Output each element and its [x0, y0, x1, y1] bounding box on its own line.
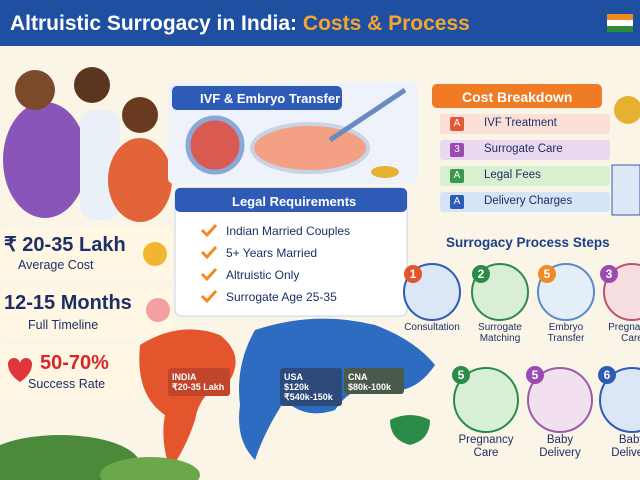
map-label: CNA $80k-100k	[348, 372, 391, 392]
cost-title: Cost Breakdown	[462, 89, 573, 105]
legal-header	[175, 188, 407, 212]
step-number: 5	[526, 366, 544, 384]
flag	[607, 14, 633, 20]
title-accent: Costs & Process	[302, 12, 470, 35]
heart-icon	[8, 358, 32, 382]
map-tag	[280, 368, 342, 406]
cost-icon: 3	[450, 143, 464, 157]
legal-item: Altruistic Only	[226, 268, 300, 282]
cost-row	[440, 166, 610, 186]
header-bar	[0, 0, 640, 46]
cost-icon: A	[450, 169, 464, 183]
step-number: 2	[472, 265, 490, 283]
step-number: 1	[404, 265, 422, 283]
cost-item: Delivery Charges	[484, 195, 573, 207]
ivf-title: IVF & Embryo Transfer	[200, 91, 341, 106]
stat-card	[0, 287, 172, 339]
checkmarks	[200, 223, 218, 304]
woman-figure	[3, 102, 87, 218]
doctor-head	[74, 67, 110, 103]
cost-row	[440, 140, 610, 160]
step-label: Pregnancy Care	[608, 322, 640, 344]
step-number: 6	[598, 366, 616, 384]
flag	[607, 20, 633, 26]
step-number: 5	[452, 366, 470, 384]
step-label: Baby Delivery	[611, 434, 640, 459]
flag	[607, 26, 633, 32]
egg-cell	[185, 115, 245, 175]
step-label: Baby Delivery	[539, 434, 581, 459]
cost-item: IVF Treatment	[484, 117, 557, 129]
map-country: INDIA	[172, 372, 197, 382]
cost-row	[440, 114, 610, 134]
stat-value: 50-70%	[40, 352, 109, 374]
stat-value: ₹ 20-35 Lakh	[4, 234, 126, 256]
stat-label: Average Cost	[18, 258, 94, 272]
ivf-header	[172, 86, 342, 110]
coin-icon	[143, 242, 167, 266]
stat-card	[0, 346, 140, 398]
pipette	[328, 87, 407, 143]
coin-stack	[614, 96, 640, 124]
step-label: Surrogate Matching	[478, 322, 522, 344]
step-label: Pregnancy Care	[458, 434, 514, 459]
cost-item: Surrogate Care	[484, 143, 563, 155]
woman-head	[15, 70, 55, 110]
stat-value: 12-15 Months	[4, 292, 132, 314]
step-label: Embryo Transfer	[547, 322, 585, 344]
woman-figure	[108, 138, 172, 222]
building-icon	[611, 164, 640, 216]
legal-title: Legal Requirements	[232, 194, 357, 209]
title-main: Altruistic Surrogacy in India:	[10, 12, 298, 35]
map-americas	[139, 329, 236, 470]
process-title: Surrogacy Process Steps	[446, 235, 610, 250]
baby-icon	[146, 298, 170, 322]
cost-icon: A	[450, 195, 464, 209]
map-country: CNA	[348, 372, 368, 382]
map-cost: $120k	[284, 382, 310, 392]
map-label: INDIA ₹20-35 Lakh	[172, 372, 224, 392]
step-label: Consultation	[404, 322, 460, 333]
cost-header	[432, 84, 602, 108]
map-cost: ₹20-35 Lakh	[172, 382, 225, 392]
map-australia	[390, 415, 430, 445]
step-number: 3	[600, 265, 618, 283]
cost-item: Legal Fees	[484, 169, 541, 181]
plants	[100, 457, 200, 480]
woman-head	[122, 97, 158, 133]
stat-card	[0, 228, 172, 280]
title: Altruistic Surrogacy in India: Costs & P…	[10, 12, 470, 36]
map-cost: ₹540k-150k	[284, 392, 333, 402]
legal-item: Surrogate Age 25-35	[226, 290, 337, 304]
map-label: USA $120k ₹540k-150k	[284, 372, 333, 402]
legal-item: 5+ Years Married	[226, 246, 318, 260]
cost-row	[440, 192, 610, 212]
cost-icon: A	[450, 117, 464, 131]
map-country: USA	[284, 372, 304, 382]
map-tag	[168, 368, 230, 396]
step-number: 5	[538, 265, 556, 283]
map-cost: $80k-100k	[348, 382, 392, 392]
step-circles	[403, 263, 640, 433]
stat-label: Success Rate	[28, 377, 106, 391]
legal-item: Indian Married Couples	[226, 224, 351, 238]
petri-dish	[250, 122, 370, 174]
stat-label: Full Timeline	[28, 318, 99, 332]
coins	[371, 166, 399, 178]
map-tag	[344, 368, 404, 394]
